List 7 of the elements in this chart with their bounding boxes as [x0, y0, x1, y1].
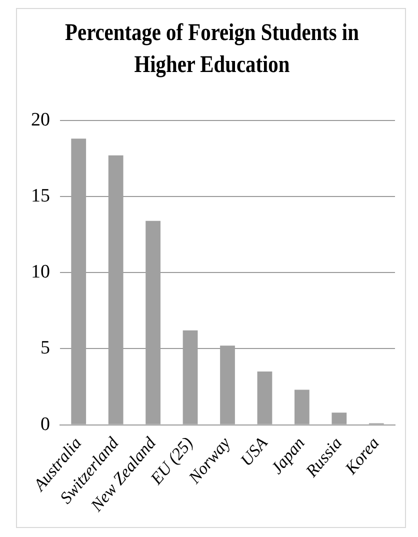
x-tick-label: USA — [236, 433, 272, 470]
y-tick-label: 15 — [31, 185, 50, 206]
y-tick-label: 20 — [31, 109, 50, 130]
y-tick-label: 10 — [31, 262, 50, 283]
y-tick-label: 5 — [40, 338, 50, 359]
y-tick-label: 0 — [40, 414, 50, 435]
chart-title: Percentage of Foreign Students in Higher Education — [64, 19, 360, 80]
